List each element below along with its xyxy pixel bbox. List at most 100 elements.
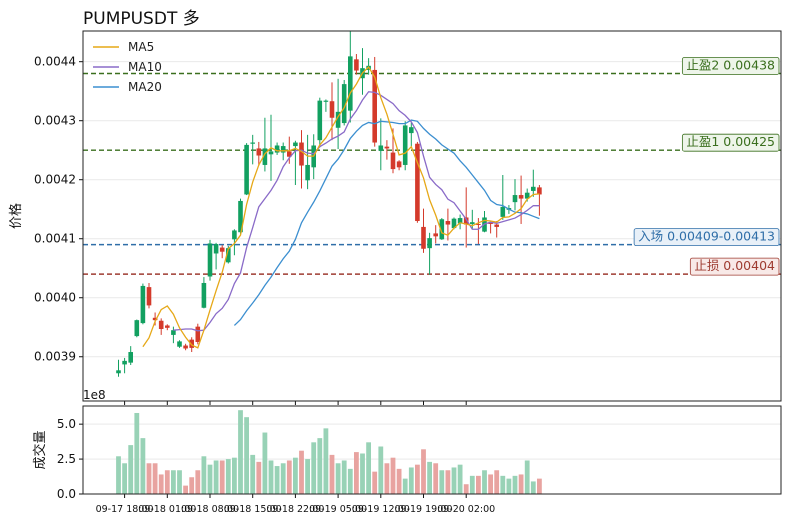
candle-body [476,223,481,225]
level-label: 止盈1 0.00425 [686,134,775,149]
volume-bar [152,463,158,494]
volume-bar [158,474,164,494]
ma20-line [233,119,540,326]
candle-body [207,243,213,277]
volume-bar [463,484,469,494]
candle-body [384,146,390,149]
volume-bar [384,463,390,494]
volume-bar [378,446,384,494]
x-tick-label: 09-18 08:00 [181,504,239,515]
volume-bar [512,475,518,494]
candle-body [146,287,152,306]
candle-body [433,233,438,237]
volume-bar [390,457,396,494]
volume-bar [305,459,310,494]
volume-bar [256,461,262,494]
candle-body [189,339,194,348]
volume-bar [354,452,359,494]
legend-label-ma5: MA5 [128,40,154,54]
volume-bar [213,460,219,494]
volume-bar [506,478,512,494]
volume-bar [476,475,481,494]
candle-body [415,143,420,222]
candle-body [445,221,451,225]
candle-body [421,226,426,249]
x-tick-label: 09-18 22:00 [266,504,324,515]
candle-body [213,244,219,254]
candle-body [256,148,262,156]
candle-body [537,187,542,195]
volume-bar [177,470,182,494]
volume-bar [164,470,170,494]
x-tick-label: 09-20 02:00 [437,504,495,515]
candle-body [439,219,445,240]
level-label-box [633,228,780,247]
candle-body [323,100,329,102]
volume-bar [347,468,353,494]
chart-title: PUMPUSDT 多 [83,9,200,29]
volume-bar [299,450,304,494]
candle-body [390,152,396,170]
price-ytick-label: 0.0039 [34,350,76,364]
level-label: 止盈2 0.00438 [686,57,775,72]
candle-body [457,218,463,224]
candle-body [152,317,158,321]
candle-body [183,345,188,349]
candle-body [171,330,176,335]
volume-bar [396,468,402,494]
candle-body [512,195,518,203]
candle-body [500,206,506,217]
candle-body [201,282,207,308]
candle-body [531,186,536,191]
volume-bar [372,471,378,494]
volume-bar [341,460,347,494]
candle-body [329,101,335,118]
volume-bar [189,477,195,494]
candle-body [396,161,402,168]
level-label-box [681,57,780,75]
volume-bar [122,463,127,494]
volume-bar [445,470,451,494]
level-label: 入场 0.00409-0.00413 [638,229,775,244]
volume-ytick-label: 2.5 [57,452,76,466]
candle-body [402,125,408,165]
level-label-box [681,133,780,152]
price-y-axis-label: 价格 [8,203,24,229]
volume-bar [457,464,463,494]
candle-body [122,360,127,365]
candle-body [262,148,268,165]
candle-body [354,59,359,71]
volume-bar [280,463,286,494]
volume-bar [366,442,371,494]
volume-bar [500,475,506,494]
level-label: 止损 0.00404 [694,258,775,273]
volume-bar [146,463,152,494]
volume-bar [201,456,207,494]
volume-bar [268,460,274,494]
volume-bar [134,412,140,494]
volume-bar [524,460,530,494]
volume-bar [116,456,121,494]
volume-bar [195,470,201,494]
volume-bar [488,474,493,494]
volume-bar [427,461,432,494]
volume-bar [323,428,329,494]
x-tick-label: 09-19 05:00 [309,504,367,515]
candle-body [470,222,475,224]
x-tick-label: 09-18 01:00 [138,504,196,515]
volume-bar [232,457,237,494]
x-tick-label: 09-19 19:00 [394,504,452,515]
candle-body [226,248,231,263]
volume-bar [250,454,256,494]
candle-body [518,195,524,199]
candle-body [274,145,280,153]
volume-bar [494,470,500,494]
price-ytick-label: 0.0040 [34,291,76,305]
volume-bar [518,474,524,494]
volume-bar [274,466,280,494]
candle-body [268,151,274,155]
candle-body [524,192,530,199]
volume-bar [360,453,365,494]
volume-bar [317,438,323,494]
